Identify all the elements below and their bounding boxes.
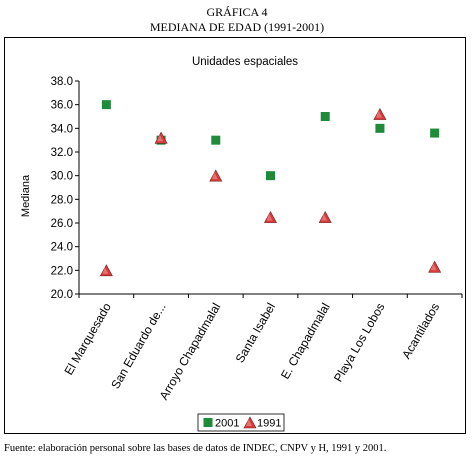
triangle-highlight (321, 213, 328, 221)
legend-box (197, 413, 285, 432)
point-2001-4 (320, 112, 330, 121)
y-tick-label: 38.0 (51, 76, 73, 88)
triangle-highlight (246, 419, 252, 426)
y-tick-label: 30.0 (51, 171, 73, 183)
point-1991-1 (154, 131, 168, 144)
source-note: Fuente: elaboración personal sobre las b… (4, 443, 387, 454)
plot-area: 20.0 22.0 24.0 26.0 28.0 30.0 32.0 34.0 36.0 38.0… (51, 76, 463, 403)
y-tick-label: 26.0 (51, 218, 73, 230)
point-2001-6 (430, 128, 440, 138)
x-tick-label: El Marquesado (61, 300, 114, 377)
point-2001-0 (101, 100, 111, 110)
y-axis-label: Mediana (20, 174, 32, 217)
point-1991-4 (318, 210, 332, 223)
x-tick-label: E. Chapadmalal (278, 301, 333, 382)
triangle-highlight (157, 134, 164, 142)
point-1991-3 (263, 210, 278, 223)
legend: 2001 1991 (197, 413, 285, 432)
legend-marker-1991 (243, 416, 257, 429)
figure-number: GRÁFICA 4 (206, 5, 268, 19)
y-tick-label: 34.0 (51, 123, 73, 135)
x-tick-label: Arroyo Chapadmalal (157, 301, 224, 403)
y-tick-label: 22.0 (51, 265, 73, 277)
figure-title: MEDIANA DE EDAD (1991-2001) (149, 20, 325, 34)
legend-marker-2001 (203, 418, 213, 427)
point-2001-3 (266, 171, 275, 181)
chart-frame: Unidades espaciales Mediana 20.0 22.0 24.0… (4, 37, 466, 434)
point-2001-5 (375, 123, 385, 133)
point-1991-0 (99, 264, 113, 277)
legend-label-2001: 2001 (215, 418, 239, 430)
chart-title: Unidades espaciales (192, 56, 298, 68)
point-2001-2 (211, 135, 221, 145)
y-tick-label: 24.0 (51, 242, 73, 254)
triangle-highlight (430, 263, 437, 271)
point-1991-6 (428, 260, 442, 273)
legend-label-1991: 1991 (257, 418, 281, 430)
x-tick-label: Santa Isabel (233, 301, 278, 366)
triangle-highlight (102, 266, 109, 274)
triangle-highlight (266, 213, 273, 221)
x-tick-label: San Eduardo de... (108, 301, 168, 392)
y-tick-label: 36.0 (51, 100, 73, 112)
x-tick-label: Acantilados (399, 301, 442, 362)
y-tick-label: 20.0 (51, 289, 73, 301)
triangle-highlight (375, 110, 382, 118)
scatter-chart: Unidades espaciales Mediana 20.0 22.0 24.0… (20, 56, 463, 432)
y-tick-label: 32.0 (51, 147, 73, 159)
x-tick-label: Playa Los Lobos (331, 301, 387, 385)
point-1991-2 (209, 169, 223, 182)
triangle-highlight (211, 172, 218, 180)
point-1991-5 (373, 108, 387, 120)
y-tick-label: 28.0 (51, 194, 73, 206)
